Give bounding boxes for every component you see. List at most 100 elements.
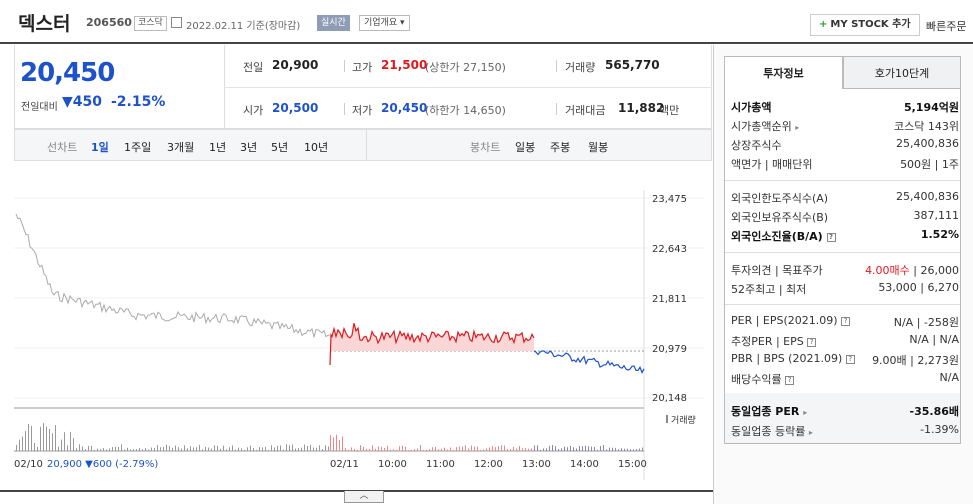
collapse-button[interactable]: ︿ — [344, 491, 384, 503]
peer-per-row[interactable]: 동일업종 PER ▸ -35.86배 — [731, 403, 959, 420]
peer-per-label: 동일업종 PER — [731, 405, 800, 418]
cap-rank-row[interactable]: 시가총액순위 ▸ 코스닥 143위 — [731, 118, 959, 135]
volume-label: 거래량 — [565, 61, 596, 74]
divider — [725, 304, 960, 305]
company-overview-button[interactable]: 기업개요 ▾ — [359, 15, 410, 31]
foreign-hold-row: 외국인보유주식수(B) 387,111 — [731, 209, 959, 226]
low-value: 20,450 — [381, 101, 428, 115]
volume-legend: 거래량 — [671, 414, 696, 426]
tab-invest-info[interactable]: 투자정보 — [724, 56, 843, 89]
help-icon[interactable]: ? — [845, 354, 855, 364]
par-row: 액면가 | 매매단위 500원 | 1주 — [731, 156, 959, 173]
prev-close-value: 20,900 — [272, 58, 319, 72]
y-tick-label: 20,979 — [652, 344, 687, 355]
volume-bars — [16, 423, 643, 451]
divider — [556, 103, 557, 115]
x-tick-label: 14:00 — [570, 459, 599, 470]
foreign-limit-label: 외국인한도주식수(A) — [731, 192, 829, 205]
dividend-label: 배당수익률 — [731, 373, 782, 386]
period-10y[interactable]: 10년 — [304, 141, 329, 154]
realtime-button[interactable]: 실시간 — [317, 15, 350, 31]
divider — [366, 129, 367, 161]
low-label: 저가 — [352, 104, 373, 117]
y-tick-label: 23,475 — [652, 194, 687, 205]
market-cap-value: 5,194억원 — [903, 101, 959, 114]
period-3y[interactable]: 3년 — [240, 141, 258, 154]
divider — [725, 252, 960, 253]
help-icon[interactable]: ? — [785, 375, 795, 385]
divider — [725, 180, 960, 181]
target-price: 26,000 — [920, 264, 960, 277]
est-per-value: N/A | N/A — [909, 333, 959, 346]
y-tick-label: 20,148 — [652, 393, 687, 404]
shares-value: 25,400,836 — [896, 137, 959, 150]
est-per-label-wrap: 추정PER | EPS ? — [731, 333, 817, 349]
week52-label: 52주최고 | 최저 — [731, 283, 807, 296]
stock-header — [0, 0, 973, 44]
cap-rank-value: 코스닥 143위 — [894, 120, 959, 133]
x-tick-label: 15:00 — [618, 459, 647, 470]
peer-per-label-wrap: 동일업종 PER ▸ — [731, 403, 807, 419]
par-value: 500원 | 1주 — [900, 158, 959, 171]
upper-limit: (상한가 27,150) — [425, 61, 506, 74]
period-1d[interactable]: 1일 — [91, 141, 109, 154]
amount-unit: 백만 — [659, 104, 680, 117]
down-triangle-icon: ▼ — [62, 94, 73, 110]
peer-rate-value: -1.39% — [920, 423, 959, 436]
line-chart-label: 선차트 — [47, 141, 78, 154]
candle-monthly[interactable]: 월봉 — [588, 141, 609, 154]
stock-name: 덱스터 — [18, 13, 71, 35]
today-price-area — [330, 323, 534, 365]
pbr-value: 9.00배 | 2,273원 — [872, 354, 959, 367]
change-percent: -2.15% — [111, 94, 166, 110]
y-tick-label: 21,811 — [652, 294, 687, 305]
shares-label: 상장주식수 — [731, 139, 782, 152]
amount-value: 11,882 — [618, 101, 665, 115]
peer-rate-row[interactable]: 동일업종 등락률 ▸ -1.39% — [731, 423, 959, 440]
chevron-right-icon: ▸ — [808, 428, 813, 437]
amount-label: 거래대금 — [565, 104, 606, 117]
price-chart[interactable]: 23,475 22,643 21,811 20,979 20,148 거래량 0… — [14, 190, 714, 480]
cap-rank-label-wrap: 시가총액순위 ▸ — [731, 118, 799, 134]
cap-rank-label: 시가총액순위 — [731, 120, 792, 133]
opinion-label: 투자의견 | 목표주가 — [731, 264, 823, 277]
per-label-wrap: PER | EPS(2021.09) ? — [731, 314, 851, 327]
foreign-limit-row: 외국인한도주식수(A) 25,400,836 — [731, 190, 959, 207]
current-price: 20,450 — [20, 58, 115, 88]
week52-value: 53,000 | 6,270 — [878, 281, 959, 294]
foreign-rate-label: 외국인소진율(B/A) — [731, 230, 823, 243]
lower-limit: (하한가 14,650) — [425, 104, 506, 117]
open-value: 20,500 — [272, 101, 319, 115]
shares-row: 상장주식수 25,400,836 — [731, 137, 959, 154]
candle-chart-label: 봉차트 — [470, 141, 501, 154]
plus-icon: + — [819, 19, 828, 30]
x-tick-label: 02/11 — [330, 459, 359, 470]
foreign-hold-label: 외국인보유주식수(B) — [731, 211, 829, 224]
prev-close-label: 전일 — [243, 61, 264, 74]
period-1y[interactable]: 1년 — [209, 141, 227, 154]
change-amount: 450 — [72, 94, 103, 110]
chevron-down-icon: ▾ — [400, 18, 405, 28]
x-axis: 02/10 02/11 10:00 11:00 12:00 13:00 14:0… — [14, 459, 647, 470]
y-tick-label: 22,643 — [652, 244, 687, 255]
high-value: 21,500 — [381, 58, 428, 72]
per-value: N/A | -258원 — [893, 316, 959, 329]
period-5y[interactable]: 5년 — [271, 141, 289, 154]
candle-daily[interactable]: 일봉 — [515, 141, 536, 154]
help-icon[interactable]: ? — [826, 232, 836, 242]
candle-weekly[interactable]: 주봉 — [550, 141, 571, 154]
tab-orderbook[interactable]: 호가10단계 — [843, 56, 961, 89]
period-3m[interactable]: 3개월 — [167, 141, 195, 154]
dividend-row: 배당수익률 ? N/A — [731, 371, 959, 388]
quick-order-link[interactable]: 빠른주문 — [926, 20, 967, 33]
today-price-line — [329, 323, 645, 375]
period-1w[interactable]: 1주일 — [124, 141, 152, 154]
help-icon[interactable]: ? — [841, 316, 851, 326]
help-icon[interactable]: ? — [807, 337, 817, 347]
x-tick-label: 02/10 — [14, 459, 43, 470]
opinion-row: 투자의견 | 목표주가 4.00매수 | 26,000 — [731, 262, 959, 279]
foreign-limit-value: 25,400,836 — [896, 190, 959, 203]
mystock-add-button[interactable]: + MY STOCK 추가 — [810, 14, 920, 36]
per-label: PER | EPS(2021.09) — [731, 314, 838, 327]
foreign-rate-row: 외국인소진율(B/A) ? 1.52% — [731, 228, 959, 245]
